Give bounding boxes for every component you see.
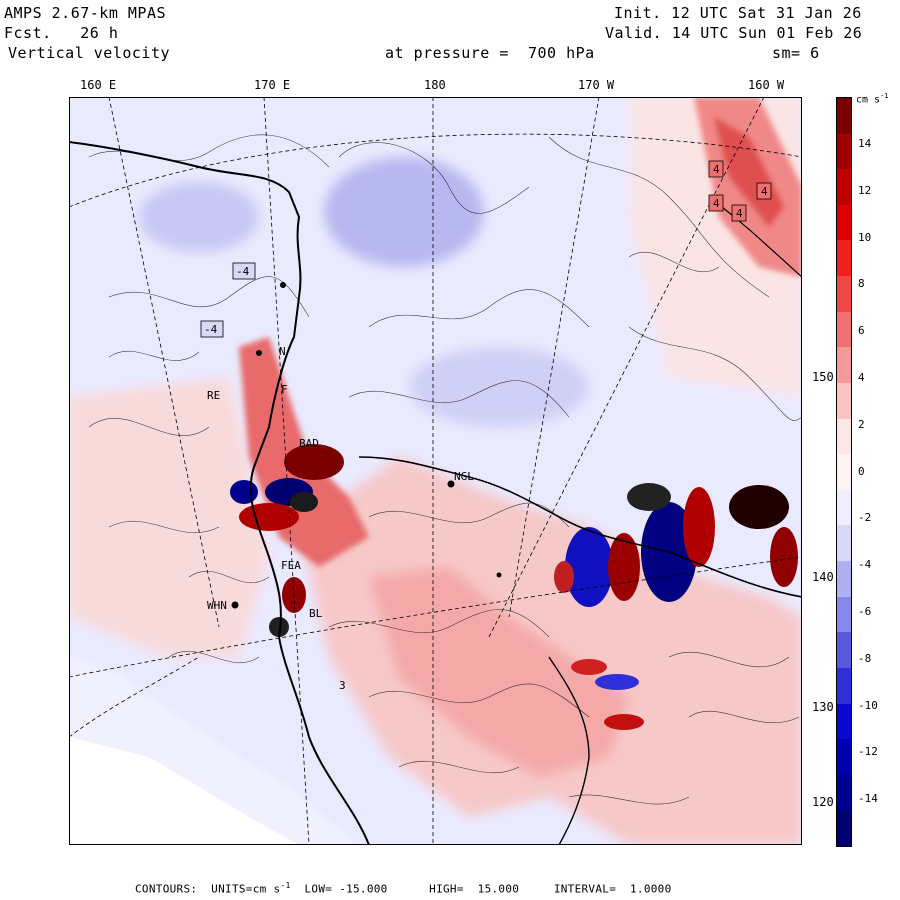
lon-label-180: 180 xyxy=(424,78,446,92)
colorbar-segment xyxy=(837,525,851,562)
colorbar-segment xyxy=(837,169,851,206)
colorbar-segment xyxy=(837,489,851,526)
station-whn-marker xyxy=(231,601,239,609)
colorbar-tick-label: 2 xyxy=(858,417,865,431)
colorbar-tick-label: -4 xyxy=(858,558,872,572)
positive-band-center xyxy=(369,567,629,777)
positive-core-northeast xyxy=(714,117,784,227)
colorbar-segment xyxy=(837,774,851,811)
colorbar-tick-label: 4 xyxy=(858,371,865,384)
negative-region-northwest xyxy=(139,182,259,252)
forecast-label: Fcst. xyxy=(4,24,52,42)
colorbar-tick-label: -10 xyxy=(858,698,878,712)
no-data-region xyxy=(69,737,299,845)
colorbar-segment xyxy=(837,347,851,384)
colorbar-tick-label: 6 xyxy=(858,324,865,338)
vertical-velocity-map: NGL WHN RE FEA BL BAD N F 3 4 4 4 4 -4 xyxy=(69,97,802,845)
station-label-ngl: NGL xyxy=(454,470,474,483)
smoothing: sm= 6 xyxy=(772,44,820,62)
station-label-n: N xyxy=(279,345,286,358)
colorbar-segment xyxy=(837,276,851,313)
valid-time: Valid. 14 UTC Sun 01 Feb 26 xyxy=(605,24,863,42)
colorbar-segment xyxy=(837,382,851,420)
colorbar xyxy=(836,97,852,847)
colorbar-segment xyxy=(837,240,851,277)
lon-label-170w: 170 W xyxy=(578,78,615,92)
forecast-hour: Fcst. 26 h xyxy=(4,24,118,42)
contour-label-6: -4 xyxy=(204,323,218,336)
colorbar-segment xyxy=(837,596,851,633)
colorbar-segment xyxy=(837,454,851,491)
strong-updraft-cells xyxy=(230,444,344,637)
colorbar-tick-label: 14 xyxy=(858,137,872,150)
colorbar-tick-label: 10 xyxy=(858,230,872,244)
station-ngl-marker xyxy=(447,480,455,488)
field-name: Vertical velocity xyxy=(8,44,171,62)
contour-label-4: 4 xyxy=(736,207,743,220)
colorbar-segment xyxy=(837,667,851,704)
station-label-fea: FEA xyxy=(281,559,301,572)
contour-label-3: 4 xyxy=(713,197,720,210)
positive-region-west xyxy=(69,377,269,657)
contour-lines xyxy=(88,134,802,805)
station-label-re: RE xyxy=(207,389,220,402)
contour-label-2: 4 xyxy=(761,185,768,198)
colorbar-tick-label: 12 xyxy=(858,183,872,197)
station-label-3: 3 xyxy=(339,679,346,692)
model-title: AMPS 2.67-km MPAS xyxy=(4,4,167,22)
coastline-east xyxy=(548,656,590,845)
lon-label-160w: 160 W xyxy=(748,78,785,92)
coastline-west xyxy=(69,141,370,845)
lon-label-170e: 170 E xyxy=(254,78,291,92)
pressure-label: at pressure = xyxy=(385,44,509,62)
colorbar-segment xyxy=(837,561,851,598)
colorbar-tick-label: -12 xyxy=(858,745,878,759)
east-mountain-couplets xyxy=(554,483,798,730)
colorbar-segment xyxy=(837,418,851,455)
pressure-value: 700 hPa xyxy=(527,44,595,62)
colorbar-tick-label: -8 xyxy=(858,651,872,665)
pressure-level: at pressure = 700 hPa xyxy=(385,44,595,62)
map-frame xyxy=(69,97,802,845)
station-label-bad: BAD xyxy=(299,437,319,450)
colorbar-tick-label: 0 xyxy=(858,464,865,478)
station-label-bl: BL xyxy=(309,607,323,620)
graticule xyxy=(69,97,802,845)
station-label-whn: WHN xyxy=(207,599,227,612)
contour-label-1: 4 xyxy=(713,163,720,176)
contour-label-5: -4 xyxy=(236,265,250,278)
colorbar-segment xyxy=(837,810,851,847)
negative-region-north xyxy=(324,157,484,267)
negative-region-center xyxy=(409,347,589,427)
colorbar-segment xyxy=(837,133,851,170)
colorbar-segment xyxy=(837,98,851,135)
colorbar-segment xyxy=(837,739,851,776)
colorbar-segment xyxy=(837,703,851,740)
colorbar-segment xyxy=(837,204,851,241)
contour-info-footer: CONTOURS: UNITS=cm s-1 LOW= -15.000 HIGH… xyxy=(135,881,672,896)
contour-value-labels: 4 4 4 4 -4 -4 xyxy=(200,160,772,338)
station-markers: NGL WHN RE FEA BL BAD N F 3 xyxy=(207,282,502,692)
colorbar-tick-label: -2 xyxy=(858,511,872,525)
init-time: Init. 12 UTC Sat 31 Jan 26 xyxy=(614,4,862,22)
colorbar-segment xyxy=(837,632,851,669)
colorbar-tick-label: -6 xyxy=(858,605,872,618)
colorbar-tick-label: -14 xyxy=(858,792,878,806)
ice-shelf-front xyxy=(358,456,802,598)
lon-label-160e: 160 E xyxy=(80,78,117,92)
colorbar-segment xyxy=(837,311,851,348)
station-label-f: F xyxy=(281,383,288,396)
colorbar-tick-label: 8 xyxy=(858,277,865,291)
colorbar-unit: cm s-1 xyxy=(856,92,889,106)
forecast-value: 26 h xyxy=(80,24,119,42)
